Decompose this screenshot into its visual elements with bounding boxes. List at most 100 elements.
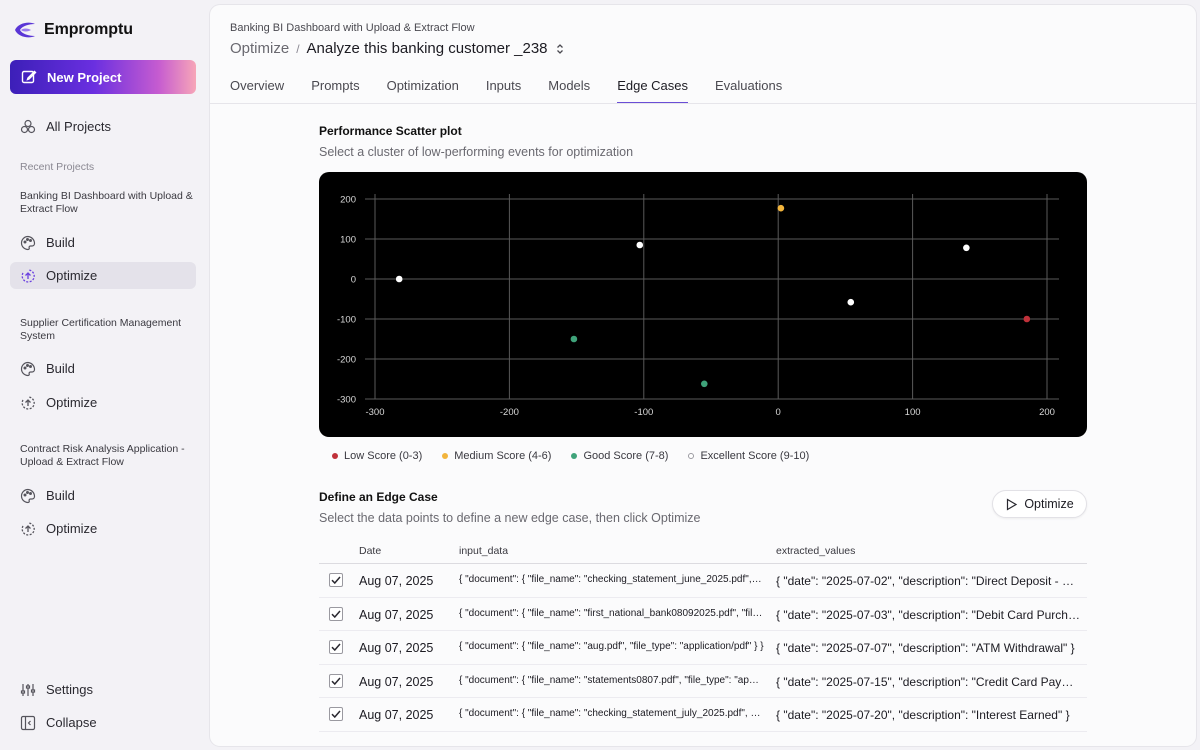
cell-extracted-values: { "date": "2025-07-07", "description": "…: [776, 641, 1075, 655]
data-point[interactable]: [700, 380, 708, 388]
palette-icon: [20, 488, 36, 503]
recent-projects-label: Recent Projects: [20, 161, 95, 173]
project-name: Banking BI Dashboard with Upload & Extra…: [230, 22, 475, 34]
optimize-icon: [21, 521, 35, 536]
play-icon: [1007, 497, 1018, 511]
tab-models[interactable]: Models: [548, 78, 591, 93]
new-project-label: New Project: [47, 69, 122, 85]
row-checkbox[interactable]: [329, 606, 343, 621]
project-title: Supplier Certification Management System: [20, 317, 182, 342]
sidebar-item-label: Optimize: [46, 521, 98, 536]
cell-date: Aug 07, 2025: [359, 574, 434, 588]
app-logo[interactable]: Empromptu: [12, 20, 133, 40]
sidebar-item-label: Collapse: [46, 715, 97, 730]
column-header-input-data[interactable]: input_data: [459, 545, 509, 557]
checkmark-icon: [331, 643, 341, 652]
data-point[interactable]: [636, 241, 644, 249]
data-point[interactable]: [963, 244, 970, 252]
sidebar-item-label: Optimize: [46, 268, 98, 283]
legend-label: Medium Score (4-6): [454, 450, 552, 462]
table-row[interactable]: Aug 07, 2025 { "document": { "file_name":…: [319, 698, 1087, 732]
cell-date: Aug 07, 2025: [359, 674, 434, 689]
edge-case-subtitle: Select the data points to define a new e…: [319, 511, 701, 525]
y-tick-label: -300: [337, 395, 356, 406]
scatter-plot[interactable]: -300 -200 -100 0 100 200 200 100 0 -100 -200 -300: [319, 172, 1087, 437]
tab-edge-cases[interactable]: Edge Cases: [617, 78, 689, 104]
table-header: Date input_data extracted_values: [319, 540, 1087, 564]
optimize-button[interactable]: Optimize: [992, 490, 1087, 518]
table-row[interactable]: Aug 07, 2025 { "document": { "file_name":…: [319, 598, 1087, 631]
optimize-button-label: Optimize: [1024, 497, 1074, 511]
y-tick-label: -200: [337, 355, 356, 366]
data-point[interactable]: [570, 335, 578, 343]
sidebar-item-build[interactable]: Build: [10, 355, 196, 382]
logo-icon: [15, 22, 35, 38]
x-tick-label: 0: [776, 407, 781, 418]
sidebar-item-label: Build: [46, 361, 75, 376]
sidebar-item-optimize[interactable]: Optimize: [10, 262, 196, 289]
chevron-up-down-icon[interactable]: [555, 43, 565, 55]
tab-evaluations[interactable]: Evaluations: [715, 78, 783, 93]
table-row[interactable]: Aug 07, 2025 { "document": { "file_name":…: [319, 631, 1087, 665]
sidebar-item-settings[interactable]: Settings: [10, 676, 196, 703]
cell-extracted-values: { "date": "2025-07-20", "description": "…: [776, 708, 1070, 722]
y-tick-label: 100: [340, 235, 356, 246]
cell-input-data: { "document": { "file_name": "statements…: [459, 674, 764, 686]
legend-label: Good Score (7-8): [583, 450, 669, 462]
data-point[interactable]: [395, 275, 403, 283]
cell-extracted-values: { "date": "2025-07-02", "description": "…: [776, 574, 1081, 588]
y-tick-label: 0: [351, 275, 356, 286]
tab-inputs[interactable]: Inputs: [485, 78, 522, 93]
optimize-icon: [21, 268, 35, 283]
sidebar-item-optimize[interactable]: Optimize: [10, 389, 196, 416]
legend-marker: [442, 453, 449, 459]
tab-prompts[interactable]: Prompts: [311, 78, 360, 93]
cell-input-data: { "document": { "file_name": "aug.pdf", …: [459, 641, 764, 652]
tab-overview[interactable]: Overview: [230, 78, 285, 93]
page-title: Analyze this banking customer _238: [306, 40, 548, 57]
sidebar-item-optimize[interactable]: Optimize: [10, 515, 196, 542]
table-row[interactable]: Aug 07, 2025 { "document": { "file_name":…: [319, 564, 1087, 598]
legend-item: Good Score (7-8): [571, 450, 668, 462]
legend-marker: [688, 453, 695, 459]
palette-icon: [20, 361, 36, 376]
edit-icon: [21, 70, 37, 84]
legend-label: Low Score (0-3): [344, 450, 423, 462]
x-tick-label: -300: [365, 407, 384, 418]
sidebar-item-all-projects[interactable]: All Projects: [10, 113, 196, 140]
sidebar-item-build[interactable]: Build: [10, 482, 196, 509]
cell-date: Aug 07, 2025: [359, 641, 434, 655]
data-point[interactable]: [777, 204, 785, 212]
data-point[interactable]: [847, 298, 855, 306]
table-row[interactable]: Aug 07, 2025 { "document": { "file_name":…: [319, 665, 1087, 698]
sliders-icon: [20, 683, 36, 696]
x-tick-label: -200: [500, 407, 519, 418]
row-checkbox[interactable]: [329, 573, 343, 587]
sidebar: Empromptu New Project All Projects Recen…: [0, 0, 210, 750]
scatter-title: Performance Scatter plot: [319, 124, 462, 138]
tab-optimization[interactable]: Optimization: [386, 78, 459, 93]
project-title: Banking BI Dashboard with Upload & Extra…: [20, 190, 193, 215]
cell-extracted-values: { "date": "2025-07-15", "description": "…: [776, 674, 1081, 689]
tab-bar: Overview Prompts Optimization Inputs Mod…: [230, 78, 809, 104]
column-header-date[interactable]: Date: [359, 545, 382, 557]
cell-input-data: { "document": { "file_name": "first_nati…: [459, 607, 764, 619]
legend-marker: [571, 453, 578, 459]
sidebar-item-build[interactable]: Build: [10, 229, 196, 256]
row-checkbox[interactable]: [329, 673, 343, 688]
new-project-button[interactable]: New Project: [10, 60, 196, 94]
scatter-chart[interactable]: -300 -200 -100 0 100 200 200 100 0 -100 -200 -300: [319, 172, 1087, 437]
row-checkbox[interactable]: [329, 707, 343, 721]
data-point[interactable]: [1023, 315, 1031, 323]
breadcrumb-separator: /: [296, 41, 300, 56]
checkmark-icon: [331, 677, 341, 685]
sidebar-item-label: Build: [46, 488, 75, 503]
sidebar-item-label: Build: [46, 235, 75, 250]
x-tick-label: 100: [905, 407, 921, 418]
breadcrumb-root[interactable]: Optimize: [230, 40, 290, 57]
sidebar-item-collapse[interactable]: Collapse: [10, 709, 196, 736]
row-checkbox[interactable]: [329, 640, 343, 654]
collapse-icon: [20, 715, 36, 730]
x-tick-label: -100: [634, 407, 653, 418]
column-header-extracted-values[interactable]: extracted_values: [776, 545, 856, 557]
